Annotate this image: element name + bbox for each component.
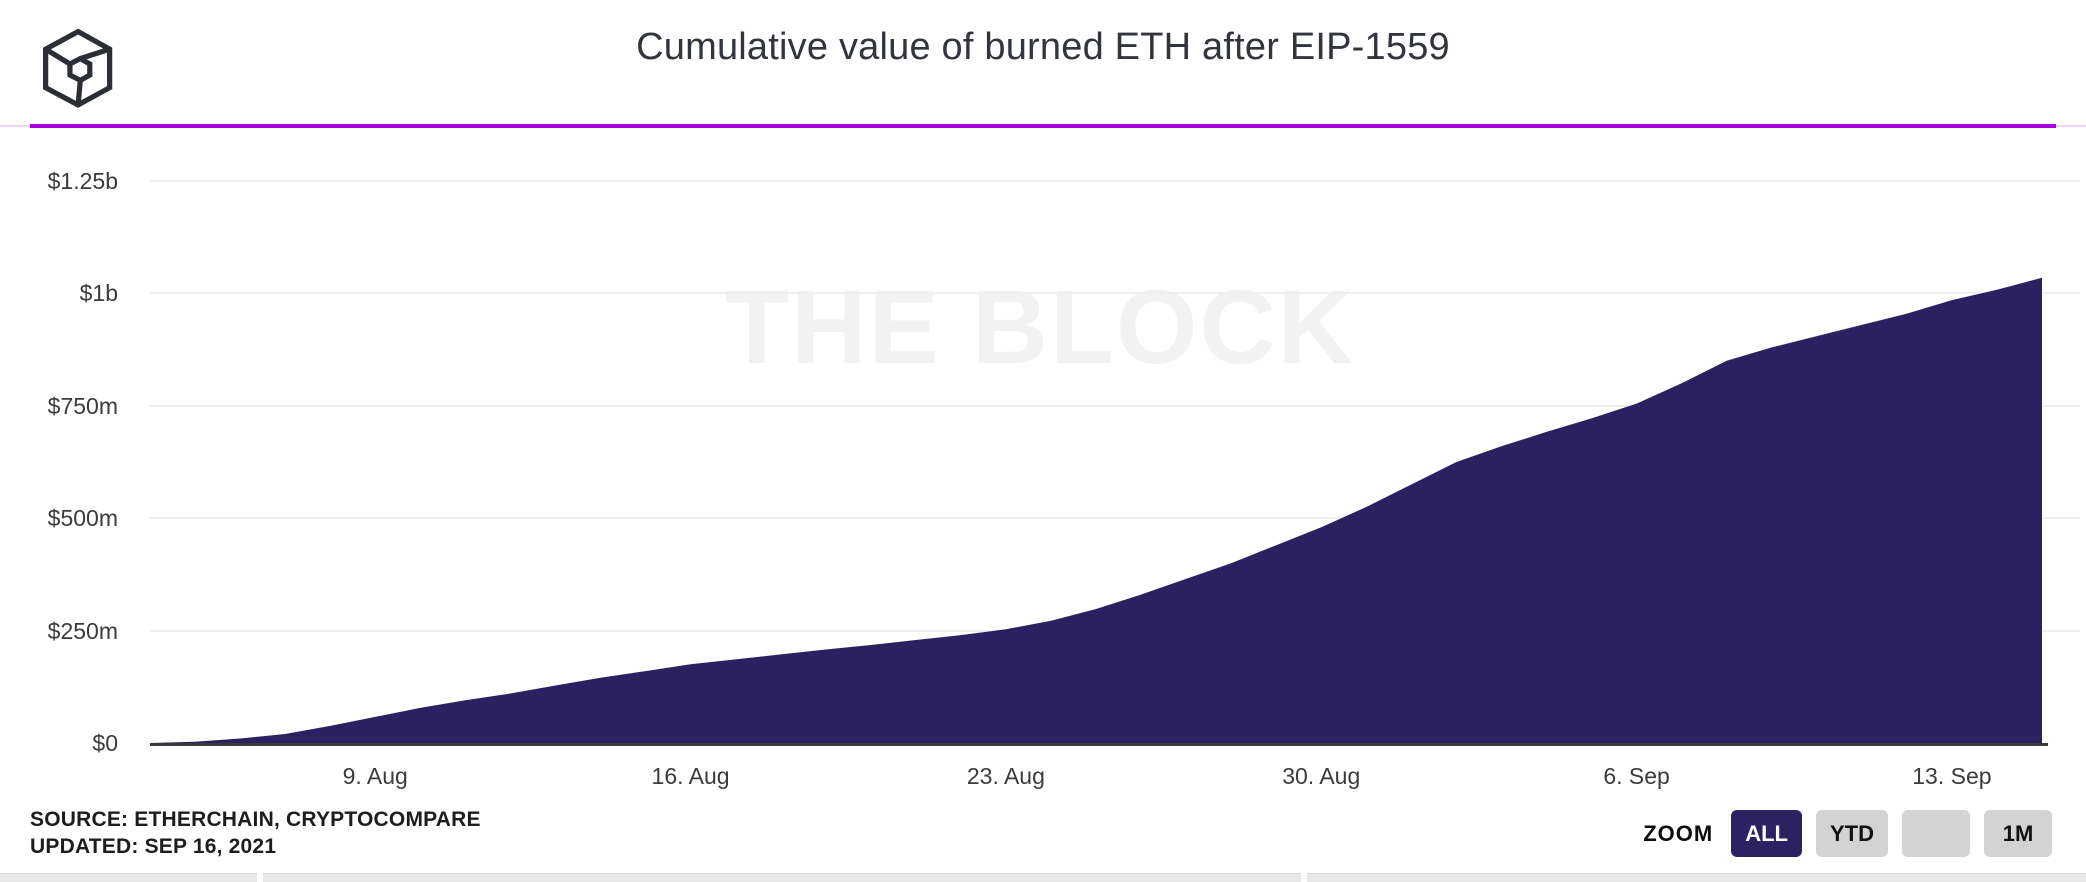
watermark: THE BLOCK <box>724 269 1356 386</box>
zoom-button-blank[interactable] <box>1902 810 1970 857</box>
y-axis-label: $250m <box>47 617 118 644</box>
gridline <box>150 180 2080 182</box>
gridline <box>150 629 2080 632</box>
y-axis-label: $750m <box>47 392 118 419</box>
x-axis-label: 9. Aug <box>342 763 408 789</box>
y-axis-label: $500m <box>47 505 118 532</box>
updated-line: UPDATED: SEP 16, 2021 <box>30 835 277 858</box>
gridline <box>150 404 2080 407</box>
gridline <box>150 517 2080 520</box>
zoom-button-1m[interactable]: 1M <box>1984 810 2052 857</box>
page-title: Cumulative value of burned ETH after EIP… <box>636 26 1450 68</box>
y-axis-label: $1.25b <box>47 168 118 194</box>
y-axis-label: $0 <box>92 730 118 756</box>
source-note: SOURCE: ETHERCHAIN, CRYPTOCOMPARE UPDATE… <box>30 806 481 860</box>
gridline <box>150 292 2080 295</box>
y-axis-label: $1b <box>79 280 118 307</box>
bottom-scrollbar-track[interactable] <box>0 873 2086 882</box>
zoom-button-all[interactable]: ALL <box>1731 810 1802 857</box>
source-line: SOURCE: ETHERCHAIN, CRYPTOCOMPARE <box>30 808 481 831</box>
x-axis-label: 6. Sep <box>1603 763 1670 789</box>
x-axis-label: 23. Aug <box>966 763 1045 789</box>
the-block-logo-icon <box>43 28 113 108</box>
zoom-controls: ZOOM ALL YTD 1M <box>1643 810 2052 857</box>
zoom-label: ZOOM <box>1643 820 1714 846</box>
scrollbar-gap <box>257 873 263 882</box>
zoom-button-ytd[interactable]: YTD <box>1816 810 1888 857</box>
x-axis-label: 30. Aug <box>1282 763 1361 789</box>
x-axis-label: 13. Sep <box>1912 763 1992 789</box>
x-axis-label: 16. Aug <box>651 763 730 789</box>
scrollbar-gap <box>1301 873 1307 882</box>
zoom-button-group: ALL YTD 1M <box>1731 810 2052 857</box>
header-divider <box>30 124 2056 128</box>
